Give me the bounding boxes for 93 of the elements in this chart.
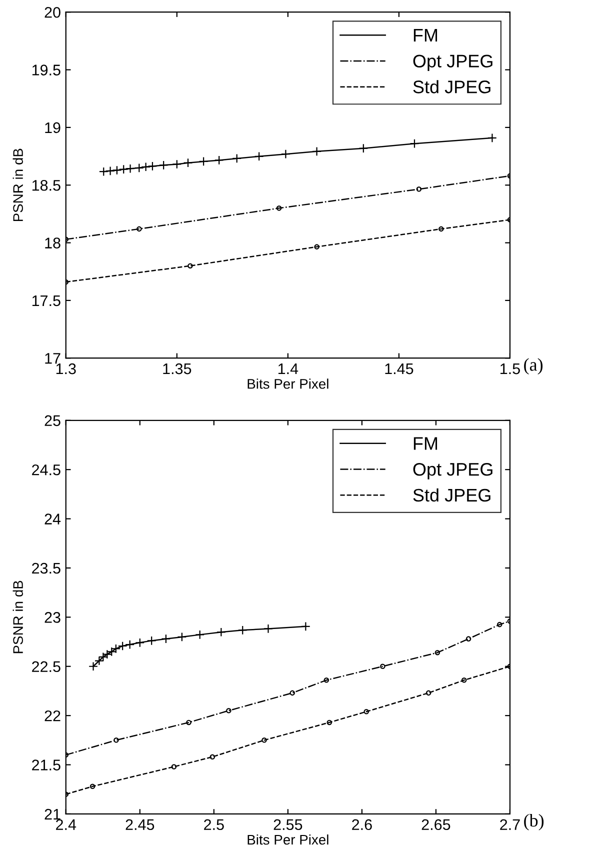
point: [314, 244, 320, 250]
x-tick-label: 2.65: [422, 819, 450, 830]
point: [232, 154, 242, 164]
point: [496, 622, 502, 628]
point: [135, 638, 145, 648]
x-tick-label: 1.3: [56, 363, 76, 374]
point: [141, 162, 151, 172]
x-axis-title: Bits Per Pixel: [248, 378, 328, 389]
y-tick-label: 18: [45, 238, 60, 248]
legend-label: Std JPEG: [413, 488, 490, 502]
y-tick-label: 22.5: [32, 661, 60, 672]
point: [134, 163, 144, 173]
y-tick-label: 23: [44, 612, 60, 623]
x-tick-label: 2.5: [204, 819, 224, 830]
legend-label: Opt JPEG: [413, 54, 492, 72]
point: [364, 709, 370, 714]
point: [171, 764, 177, 770]
point: [226, 708, 232, 714]
x-axis-title: Bits Per Pixel: [248, 834, 328, 845]
y-tick-label: 21: [44, 808, 60, 820]
point: [300, 622, 310, 632]
text: (b): [524, 814, 544, 830]
y-tick-label: 19.5: [32, 64, 60, 76]
point: [416, 186, 422, 192]
y-tick-label: 25: [44, 415, 60, 426]
point: [186, 720, 192, 726]
legend-label: FM: [414, 437, 438, 450]
point: [487, 133, 497, 143]
y-tick-label: 24: [44, 514, 61, 524]
legend-label: Std JPEG: [413, 80, 490, 94]
point: [90, 784, 96, 790]
point: [426, 690, 432, 696]
point: [324, 678, 330, 683]
point: [118, 164, 128, 174]
point: [158, 160, 168, 170]
point: [126, 164, 135, 174]
point: [125, 640, 135, 650]
point: [136, 226, 142, 232]
point: [146, 636, 156, 646]
point: [312, 146, 322, 156]
point: [410, 138, 420, 148]
y-tick-label: 17: [45, 353, 60, 364]
point: [254, 152, 264, 162]
y-tick-label: 22: [44, 710, 60, 722]
point: [195, 630, 205, 640]
legend-label: Opt JPEG: [413, 462, 492, 480]
point: [177, 632, 187, 642]
x-tick-label: 2.45: [126, 819, 154, 830]
legend-label: FM: [414, 29, 438, 42]
point: [380, 664, 386, 670]
x-tick-label: 2.7: [500, 819, 520, 830]
x-tick-label: 2.4: [56, 819, 76, 830]
point: [210, 754, 216, 760]
point: [183, 158, 193, 168]
point: [461, 678, 467, 683]
point: [264, 624, 273, 634]
point: [262, 738, 267, 743]
y-tick-label: 19: [45, 122, 60, 134]
point: [148, 161, 158, 171]
point: [188, 263, 193, 268]
y-tick-label: 21.5: [32, 760, 60, 770]
text: (a): [524, 358, 543, 374]
point: [238, 625, 248, 635]
y-tick-label: 18.5: [32, 180, 60, 191]
point: [434, 650, 440, 656]
point: [438, 226, 444, 232]
point: [358, 144, 368, 154]
point: [290, 690, 295, 696]
y-tick-label: 23.5: [32, 562, 60, 574]
x-tick-label: 2.6: [352, 819, 372, 830]
point: [216, 627, 226, 637]
point: [114, 738, 119, 743]
x-tick-label: 1.5: [500, 364, 520, 374]
y-axis-title: PSNR in dB: [12, 148, 23, 222]
y-tick-label: 24.5: [32, 464, 60, 476]
point: [172, 160, 182, 169]
x-tick-label: 1.45: [385, 364, 414, 374]
y-tick-label: 17.5: [32, 295, 60, 306]
point: [198, 156, 208, 166]
point: [214, 155, 224, 165]
point: [276, 206, 282, 211]
x-tick-label: 1.4: [278, 364, 298, 374]
point: [112, 166, 122, 175]
point: [466, 636, 472, 642]
point: [280, 149, 290, 159]
x-tick-label: 1.35: [163, 363, 192, 374]
y-tick-label: 20: [44, 6, 60, 18]
point: [326, 720, 332, 726]
y-axis-title: PSNR in dB: [12, 580, 23, 654]
point: [98, 652, 108, 662]
point: [161, 634, 171, 644]
point: [98, 166, 108, 176]
x-tick-label: 2.55: [274, 819, 302, 830]
